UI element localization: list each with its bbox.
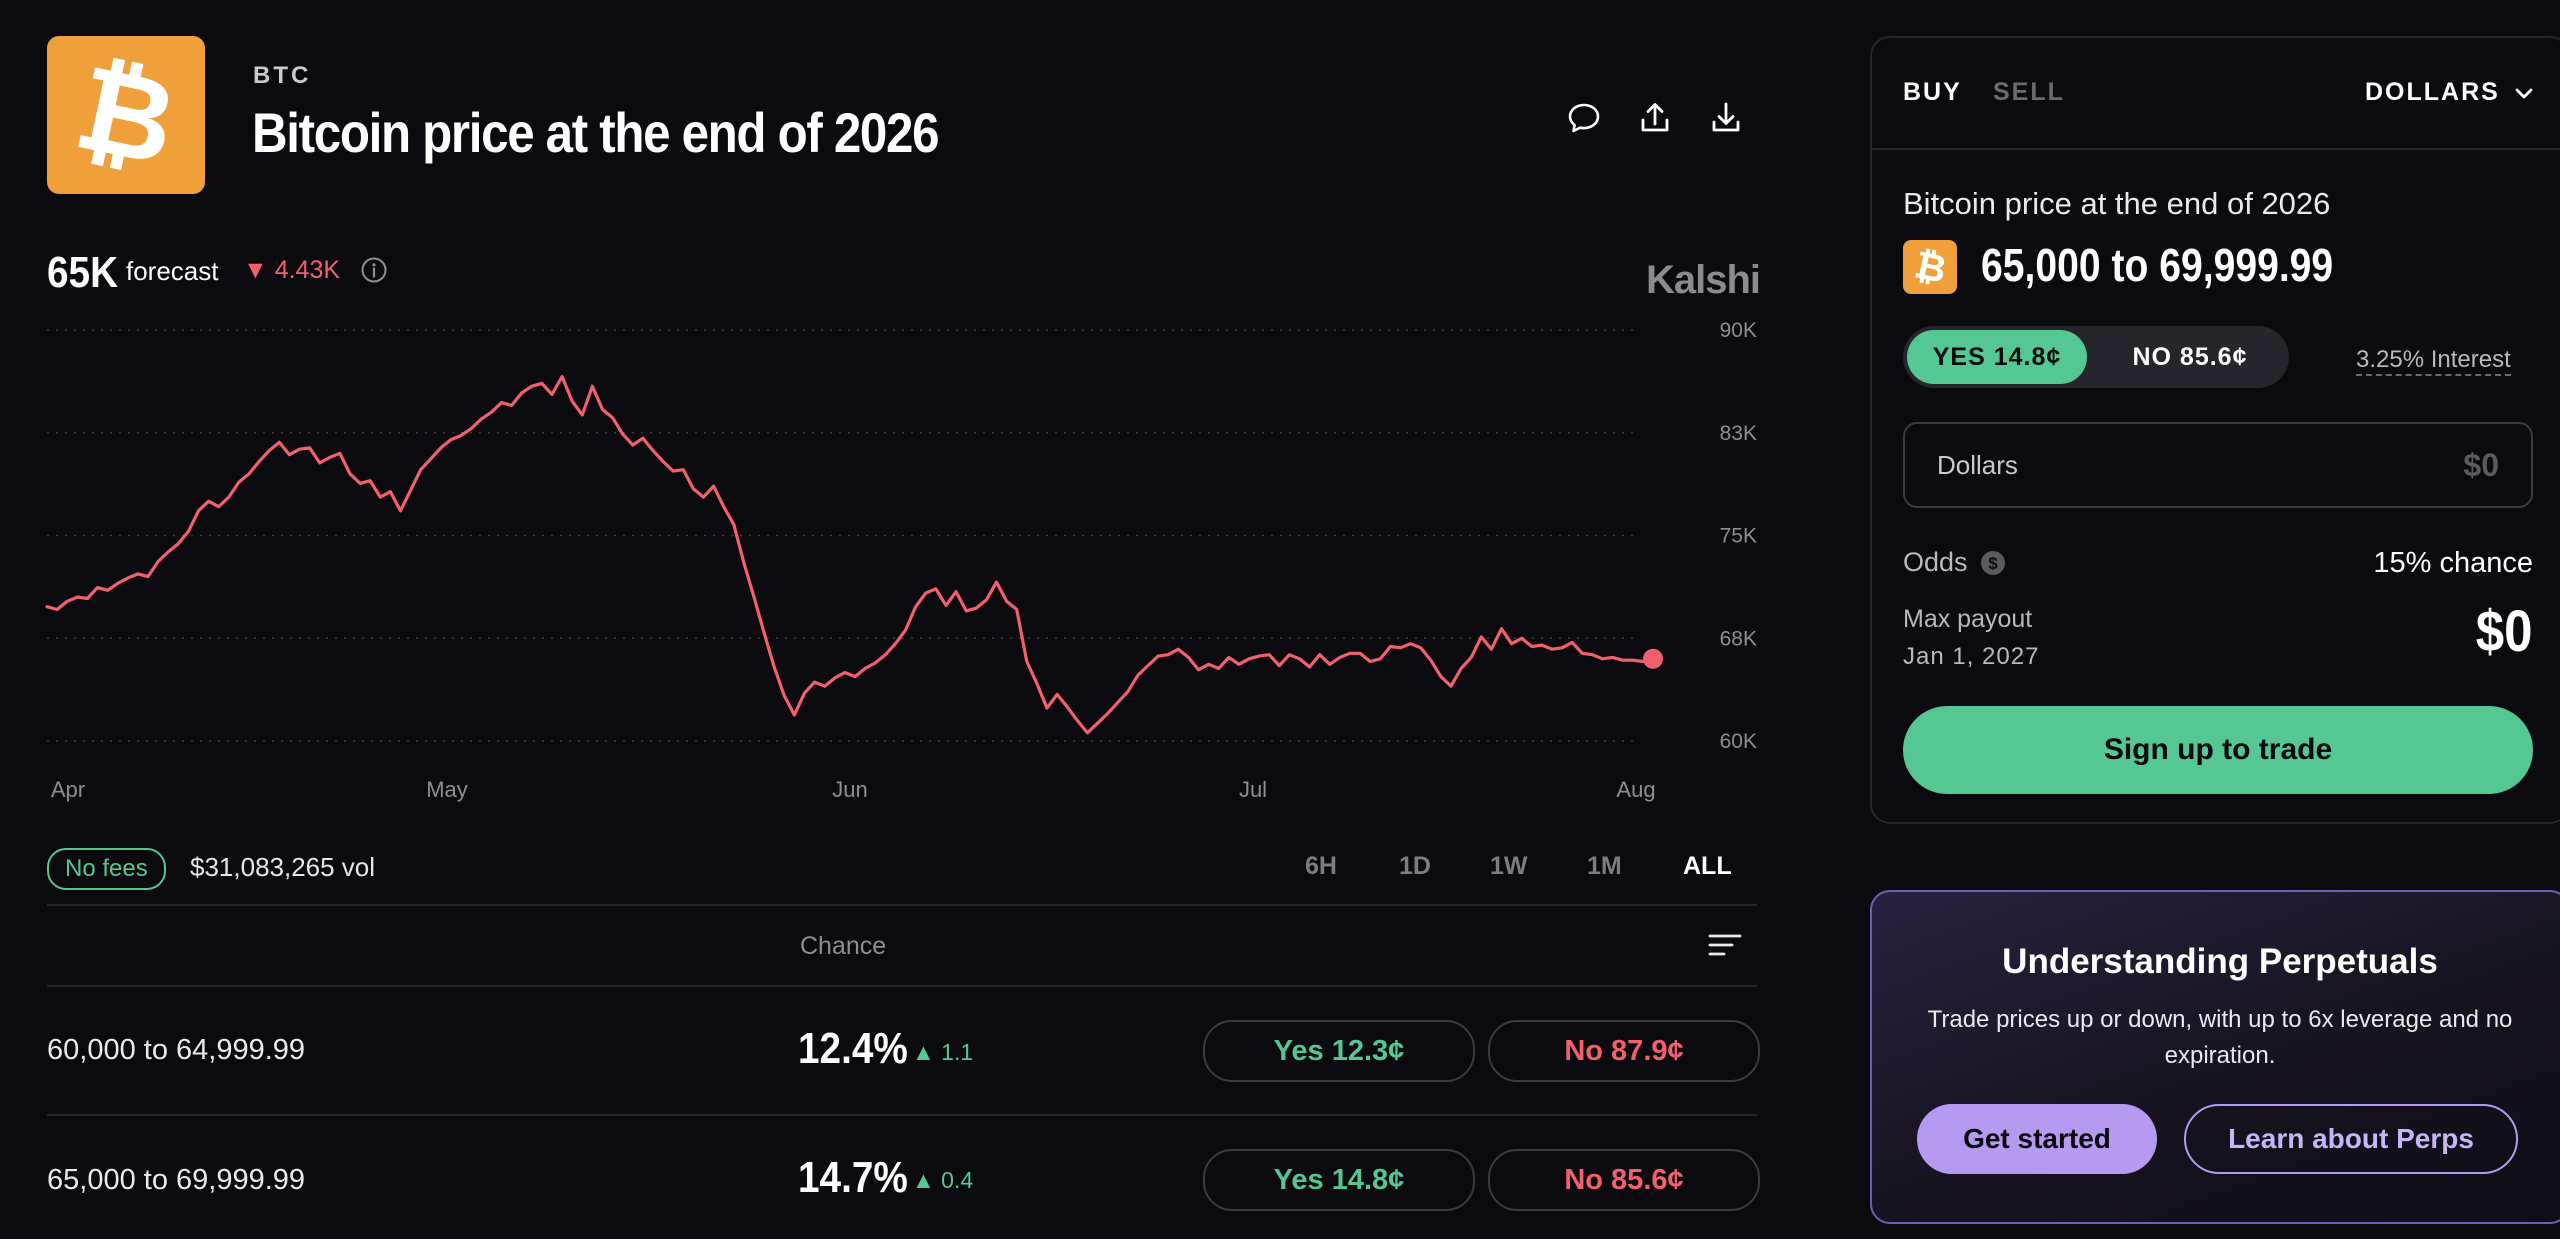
divider [47, 985, 1757, 987]
get-started-button[interactable]: Get started [1917, 1104, 2157, 1174]
trade-panel [1870, 36, 2560, 824]
forecast-label: forecast [126, 256, 219, 286]
range-all-button[interactable]: ALL [1683, 852, 1732, 880]
range-1d-button[interactable]: 1D [1399, 852, 1431, 880]
range-6h-button[interactable]: 6H [1305, 852, 1337, 880]
range-1w-button[interactable]: 1W [1490, 852, 1528, 880]
svg-text:$: $ [1988, 554, 1998, 573]
x-tick-label: Jul [1239, 777, 1267, 802]
bitcoin-icon: ₿ [1903, 240, 1957, 294]
divider [47, 904, 1757, 906]
buy-yes-button[interactable]: Yes 12.3¢ [1203, 1020, 1475, 1082]
volume-text: $31,083,265 vol [190, 852, 376, 882]
dollar-coin-icon[interactable]: $ [1980, 550, 2006, 576]
interest-link[interactable]: 3.25% Interest [2356, 346, 2511, 376]
chance-column-header: Chance [800, 932, 887, 960]
dollars-input-label: Dollars [1937, 449, 2018, 480]
panel-divider [1872, 148, 2560, 150]
buy-no-button[interactable]: No 85.6¢ [1488, 1149, 1760, 1211]
dollars-input-value: $0 [2463, 446, 2499, 483]
info-icon[interactable] [360, 256, 388, 284]
bitcoin-glyph: ₿ [1910, 241, 1950, 292]
toggle-yes-button[interactable]: YES 14.8¢ [1907, 330, 2087, 384]
unit-dropdown-label: DOLLARS [2365, 78, 2500, 106]
x-tick-label: Aug [1616, 777, 1655, 802]
x-tick-label: Jun [832, 777, 867, 802]
unit-dropdown[interactable]: DOLLARS [2365, 78, 2534, 107]
chevron-down-icon [2515, 88, 2533, 98]
bitcoin-logo: ₿ [47, 36, 205, 194]
outcome-chance: 14.7% [798, 1153, 908, 1202]
tab-buy[interactable]: BUY [1903, 78, 1962, 106]
odds-label: Odds $ [1903, 547, 2006, 578]
price-chart[interactable]: 90K 83K 75K 68K 60K Apr May Jun Jul Aug [0, 300, 1780, 810]
y-tick-label: 60K [1720, 730, 1757, 753]
sort-icon[interactable] [1708, 930, 1742, 960]
toggle-no-button[interactable]: NO 85.6¢ [2132, 342, 2248, 371]
chart-x-ticks: Apr May Jun Jul Aug [51, 777, 1656, 802]
selected-outcome: 65,000 to 69,999.99 [1981, 239, 2334, 291]
y-tick-label: 75K [1720, 525, 1757, 548]
buy-no-button[interactable]: No 87.9¢ [1488, 1020, 1760, 1082]
tab-sell[interactable]: SELL [1993, 78, 2065, 106]
odds-label-text: Odds [1903, 547, 1968, 577]
dollars-input[interactable]: Dollars $0 [1903, 422, 2533, 508]
learn-perps-button[interactable]: Learn about Perps [2184, 1104, 2518, 1174]
odds-value: 15% chance [2373, 547, 2533, 579]
kalshi-watermark: Kalshi [1646, 258, 1761, 302]
y-tick-label: 90K [1720, 319, 1757, 342]
perps-title: Understanding Perpetuals [2002, 942, 2438, 981]
y-tick-label: 83K [1720, 422, 1757, 445]
max-payout-date: Jan 1, 2027 [1903, 643, 2040, 670]
x-tick-label: Apr [51, 777, 85, 802]
page-title: Bitcoin price at the end of 2026 [252, 101, 939, 164]
outcome-delta: ▲ 1.1 [912, 1039, 974, 1065]
divider [47, 1114, 1757, 1116]
range-1m-button[interactable]: 1M [1587, 852, 1622, 880]
forecast-value: 65K [47, 248, 119, 297]
x-tick-label: May [426, 777, 468, 802]
y-tick-label: 68K [1720, 627, 1757, 650]
outcome-label[interactable]: 65,000 to 69,999.99 [47, 1164, 306, 1196]
buy-yes-button[interactable]: Yes 14.8¢ [1203, 1149, 1475, 1211]
current-price-dot [1643, 648, 1663, 669]
bitcoin-glyph: ₿ [64, 37, 188, 193]
max-payout-label: Max payout [1903, 605, 2033, 633]
perps-description: Trade prices up or down, with up to 6x l… [1927, 1006, 2513, 1069]
outcome-chance: 12.4% [798, 1024, 908, 1073]
sign-up-button[interactable]: Sign up to trade [1903, 706, 2533, 794]
outcome-label[interactable]: 60,000 to 64,999.99 [47, 1034, 306, 1066]
share-icon[interactable] [1633, 96, 1677, 140]
outcome-delta: ▲ 0.4 [912, 1167, 974, 1193]
chart-y-ticks: 90K 83K 75K 68K 60K [1720, 319, 1757, 753]
market-ticker: BTC [253, 62, 312, 89]
chart-grid [47, 329, 1640, 742]
forecast-change: ▼ 4.43K [243, 256, 341, 284]
comment-icon[interactable] [1562, 96, 1606, 140]
no-fees-badge: No fees [47, 848, 166, 890]
download-icon[interactable] [1704, 96, 1748, 140]
price-line [45, 375, 1655, 735]
max-payout-value: $0 [2476, 599, 2533, 664]
panel-market-title: Bitcoin price at the end of 2026 [1903, 186, 2331, 221]
